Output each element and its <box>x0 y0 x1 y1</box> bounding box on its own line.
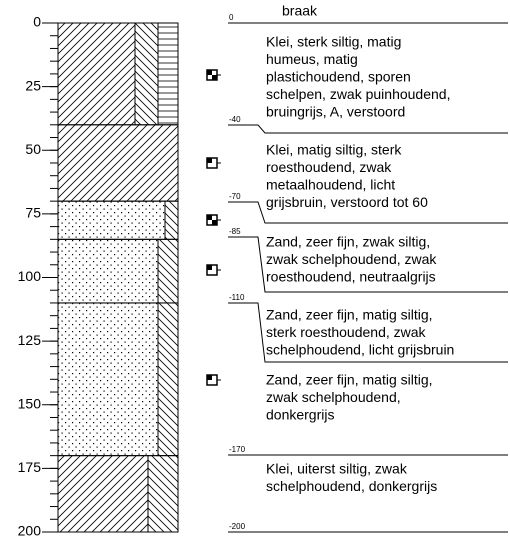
boundary-line <box>228 201 508 224</box>
tick-label: 175 <box>18 459 42 475</box>
depth-label: 0 <box>229 13 234 22</box>
tick-label: 50 <box>25 141 41 157</box>
description-line: Klei, matig siltig, sterk <box>266 142 402 158</box>
description-line: sterk roesthoudend, zwak <box>266 324 427 340</box>
tick-label: 0 <box>33 14 41 30</box>
layer-part <box>157 22 179 126</box>
sample-marker <box>206 69 221 81</box>
boundary-line <box>228 124 508 134</box>
description-line: donkergrijs <box>266 407 334 423</box>
description-line: zwak schelphoudend, zwak <box>266 251 437 267</box>
sample-marker <box>206 374 221 386</box>
description-line: Zand, zeer fijn, matig siltig, <box>266 372 433 388</box>
depth-label: -85 <box>229 227 241 236</box>
depth-label: -200 <box>229 522 246 531</box>
tick-label: 125 <box>18 332 42 348</box>
tick-label: 150 <box>18 395 42 411</box>
tick-label: 200 <box>18 523 42 539</box>
top-label: braak <box>282 3 318 19</box>
description-line: grijsbruin, verstoord tot 60 <box>266 194 428 210</box>
layer-part <box>157 238 179 304</box>
description-line: roesthoudend, neutraalgrijs <box>266 269 436 285</box>
description-line: humeus, matig <box>266 51 358 67</box>
depth-label: -110 <box>229 293 245 302</box>
layer-part <box>57 455 149 533</box>
description-line: bruingrijs, A, verstoord <box>266 104 405 120</box>
description-line: schelpen, zwak puinhoudend, <box>266 86 450 102</box>
description-line: Klei, sterk siltig, matig <box>266 34 401 50</box>
layer-part <box>57 238 159 304</box>
description-line: metaalhoudend, licht <box>266 177 395 193</box>
tick-label: 100 <box>18 268 42 284</box>
tick-label: 75 <box>25 205 41 221</box>
layer-part <box>157 302 179 457</box>
depth-label: -40 <box>229 115 241 124</box>
depth-label: -70 <box>229 192 241 201</box>
layer-part <box>57 124 179 202</box>
layer-part <box>57 302 159 457</box>
layer-part <box>57 22 136 126</box>
boundary-line <box>228 236 508 293</box>
depth-label: -170 <box>229 445 246 454</box>
description-line: Zand, zeer fijn, matig siltig, <box>266 307 433 323</box>
description-line: Klei, uiterst siltig, zwak <box>266 461 408 477</box>
description-line: zwak schelphoudend, <box>266 389 401 405</box>
description-line: roesthoudend, zwak <box>266 159 392 175</box>
layer-part <box>147 455 179 533</box>
description-line: Zand, zeer fijn, zwak siltig, <box>266 234 430 250</box>
boundary-line <box>228 302 508 363</box>
layer-part <box>164 200 179 240</box>
layer-part <box>57 200 166 240</box>
description-line: schelphoudend, licht grijsbruin <box>266 342 454 358</box>
description-line: plastichoudend, sporen <box>266 69 411 85</box>
tick-label: 25 <box>25 77 41 93</box>
description-line: schelphoudend, donkergrijs <box>266 478 437 494</box>
layer-part <box>134 22 159 126</box>
sample-marker <box>206 157 221 169</box>
sample-marker <box>206 214 221 226</box>
sample-marker <box>206 264 221 276</box>
